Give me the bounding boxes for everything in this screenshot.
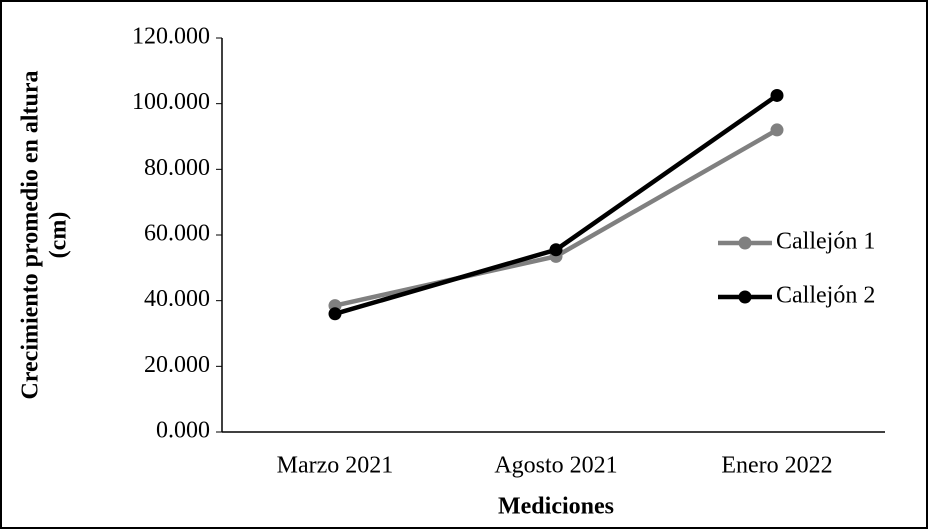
x-tick-label: Agosto 2021 [494, 453, 617, 479]
data-point [770, 123, 784, 137]
y-axis-title: Crecimiento promedio en altura (cm) [18, 70, 72, 399]
y-tick-label: 100.000 [132, 89, 210, 115]
y-tick-label: 60.000 [144, 221, 210, 247]
x-tick-label: Enero 2022 [721, 453, 832, 479]
legend-label: Callejón 2 [776, 283, 875, 309]
data-point [770, 88, 784, 102]
y-tick-label: 40.000 [144, 286, 210, 312]
y-axis-title-line: Crecimiento promedio en altura [18, 70, 44, 399]
legend-label: Callejón 1 [776, 229, 875, 255]
x-axis-title: Mediciones [498, 494, 614, 520]
y-axis-title-line: (cm) [46, 212, 72, 259]
y-tick-label: 20.000 [144, 352, 210, 378]
y-tick-label: 0.000 [156, 418, 210, 444]
legend-marker [738, 236, 752, 250]
data-point [328, 307, 342, 321]
x-tick-label: Marzo 2021 [277, 453, 394, 479]
y-tick-label: 120.000 [132, 24, 210, 50]
data-point [549, 243, 563, 257]
legend-marker [738, 290, 752, 304]
y-tick-label: 80.000 [144, 155, 210, 181]
